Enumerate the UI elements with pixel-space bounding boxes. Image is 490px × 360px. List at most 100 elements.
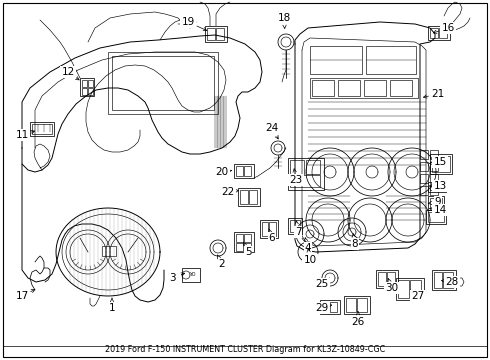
- Bar: [322, 302, 329, 312]
- Bar: [240, 190, 248, 204]
- Bar: [80, 78, 94, 96]
- Bar: [387, 272, 395, 286]
- Bar: [108, 52, 218, 114]
- Bar: [398, 280, 409, 298]
- Text: 24: 24: [266, 123, 279, 133]
- Bar: [238, 188, 260, 206]
- Bar: [430, 154, 452, 174]
- Bar: [378, 272, 386, 286]
- Bar: [88, 88, 93, 95]
- Text: 14: 14: [433, 205, 446, 215]
- Bar: [32, 124, 52, 134]
- Bar: [420, 174, 428, 183]
- Bar: [320, 300, 340, 314]
- Bar: [262, 222, 268, 236]
- Bar: [290, 220, 300, 232]
- Bar: [430, 150, 438, 159]
- Bar: [312, 80, 334, 96]
- Bar: [260, 220, 278, 238]
- Bar: [366, 46, 416, 74]
- Bar: [310, 78, 418, 98]
- Text: 22: 22: [221, 187, 235, 197]
- Bar: [420, 150, 428, 159]
- Text: 12: 12: [61, 67, 74, 77]
- Bar: [376, 270, 398, 288]
- Text: 8: 8: [352, 239, 358, 249]
- Bar: [428, 196, 444, 210]
- Bar: [290, 175, 320, 187]
- Bar: [112, 56, 214, 110]
- Bar: [432, 156, 450, 172]
- Bar: [236, 243, 243, 251]
- Text: 18: 18: [277, 13, 291, 23]
- Bar: [82, 80, 87, 87]
- Bar: [234, 232, 254, 252]
- Text: 15: 15: [433, 157, 446, 167]
- Bar: [430, 162, 438, 171]
- Bar: [330, 302, 337, 312]
- Bar: [390, 80, 412, 96]
- Text: 28: 28: [445, 277, 459, 287]
- Bar: [364, 80, 386, 96]
- Bar: [82, 88, 87, 95]
- Bar: [288, 218, 302, 234]
- Bar: [434, 272, 442, 288]
- Bar: [396, 278, 424, 300]
- Bar: [310, 46, 362, 74]
- Bar: [216, 28, 224, 40]
- Bar: [344, 296, 370, 314]
- Bar: [432, 270, 456, 290]
- Bar: [102, 246, 116, 256]
- Text: 6: 6: [269, 233, 275, 243]
- Text: 21: 21: [431, 89, 444, 99]
- Text: 2019 Ford F-150 INSTRUMENT CLUSTER Diagram for KL3Z-10849-CGC: 2019 Ford F-150 INSTRUMENT CLUSTER Diagr…: [105, 345, 385, 354]
- Bar: [430, 198, 442, 208]
- Bar: [244, 234, 251, 242]
- Text: 9: 9: [435, 197, 441, 207]
- Bar: [430, 186, 438, 195]
- Text: 19: 19: [181, 17, 195, 27]
- Text: 16: 16: [441, 23, 455, 33]
- Text: 23: 23: [290, 175, 303, 185]
- Bar: [88, 80, 93, 87]
- Text: 17: 17: [15, 291, 28, 301]
- Text: YO: YO: [189, 273, 195, 278]
- Text: 29: 29: [316, 303, 329, 313]
- Bar: [269, 222, 276, 236]
- Bar: [430, 174, 438, 183]
- Text: 7: 7: [294, 227, 301, 237]
- Text: 11: 11: [15, 130, 28, 140]
- Text: 13: 13: [433, 181, 446, 191]
- Text: 27: 27: [412, 291, 425, 301]
- Bar: [357, 298, 367, 312]
- Bar: [306, 160, 320, 174]
- Bar: [234, 164, 254, 178]
- Text: 20: 20: [216, 167, 228, 177]
- Bar: [346, 298, 356, 312]
- Bar: [288, 158, 324, 190]
- Text: 2: 2: [219, 259, 225, 269]
- Text: 25: 25: [316, 279, 329, 289]
- Bar: [244, 243, 251, 251]
- Text: 4: 4: [305, 243, 311, 253]
- Text: 10: 10: [303, 255, 317, 265]
- Bar: [249, 190, 257, 204]
- Text: 26: 26: [351, 317, 365, 327]
- Bar: [426, 210, 446, 224]
- Bar: [410, 280, 421, 298]
- Bar: [290, 160, 304, 174]
- Bar: [236, 166, 243, 176]
- Bar: [430, 28, 438, 38]
- Bar: [439, 28, 447, 38]
- Bar: [420, 162, 428, 171]
- Bar: [338, 80, 360, 96]
- Bar: [428, 182, 446, 192]
- Text: 1: 1: [109, 303, 115, 313]
- Bar: [236, 234, 243, 242]
- Text: 5: 5: [245, 247, 251, 257]
- Bar: [430, 184, 436, 190]
- Bar: [428, 212, 444, 222]
- Bar: [205, 26, 227, 42]
- Bar: [443, 272, 453, 288]
- Bar: [182, 268, 200, 282]
